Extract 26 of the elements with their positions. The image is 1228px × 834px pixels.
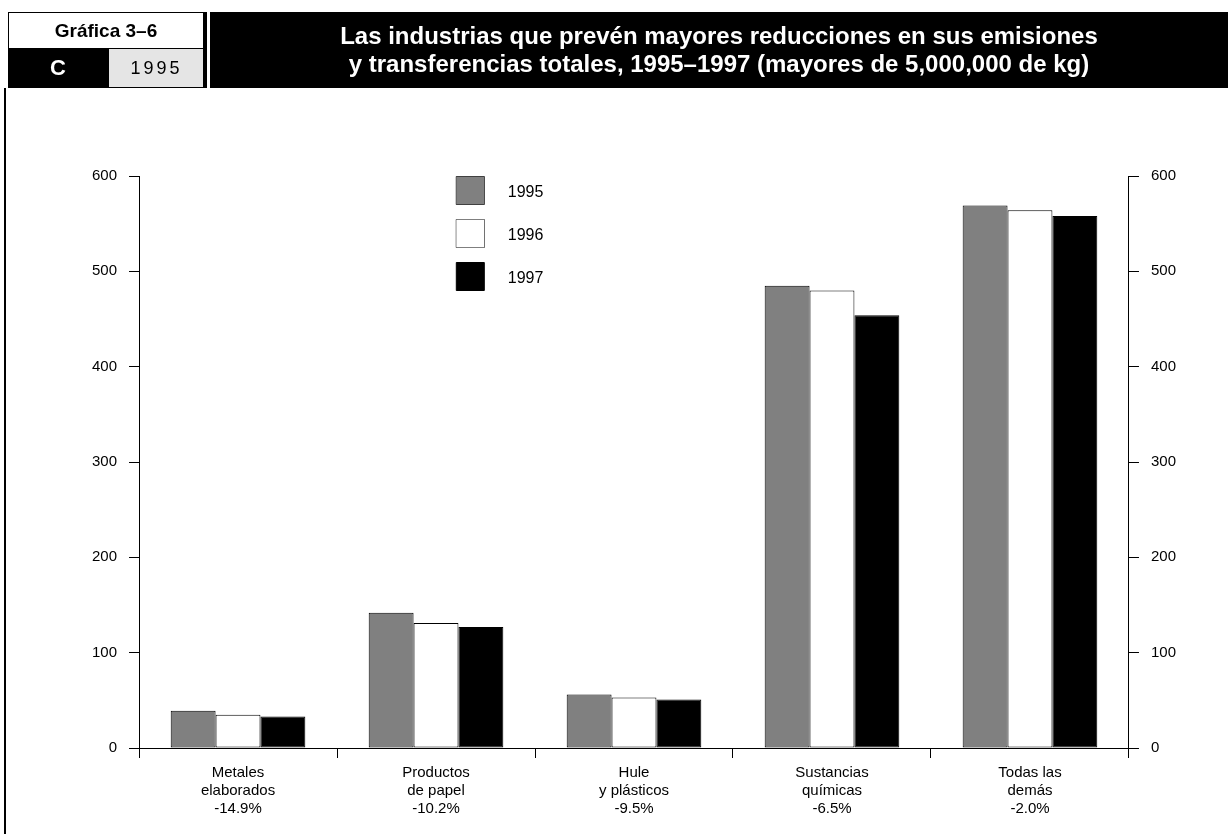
y2-tick-label: 400 (1150, 356, 1176, 374)
x-tick-label: Hule y plásticos -9.5% (598, 763, 670, 817)
y-tick-label: 200 (92, 547, 118, 565)
text: C (8, 48, 108, 88)
legend-label: 1995 (507, 183, 544, 201)
legend-label: 1996 (507, 226, 544, 244)
legend-label: 1997 (507, 269, 544, 287)
y-tick-label: 600 (92, 166, 118, 184)
y2-tick-label: 300 (1150, 452, 1176, 470)
y-tick-label: 500 (92, 261, 118, 279)
text: Gráfica 3–6 (8, 12, 204, 50)
x-tick-label: Todas las demás -2.0% (998, 763, 1062, 817)
x-tick-label: Productos de papel -10.2% (402, 763, 470, 817)
y-tick-label: 100 (92, 642, 118, 660)
x-tick-label: Metales elaborados -14.9% (200, 763, 276, 817)
chart-title: Las industrias que prevén mayores reducciones en sus emisiones y transferencias totales, 1995–1997 (mayores de 5,000,000 de kg) (210, 12, 1228, 88)
y2-tick-label: 200 (1150, 547, 1176, 565)
y-tick-label: 0 (108, 738, 118, 756)
y2-tick-label: 500 (1150, 261, 1176, 279)
x-tick-label: Sustancias químicas -6.5% (795, 763, 869, 817)
y2-tick-label: 600 (1150, 166, 1176, 184)
y-tick-label: 300 (92, 452, 118, 470)
y-tick-label: 400 (92, 356, 118, 374)
y2-tick-label: 100 (1150, 642, 1176, 660)
y2-tick-label: 0 (1150, 738, 1160, 756)
text: 1995 (108, 48, 205, 88)
